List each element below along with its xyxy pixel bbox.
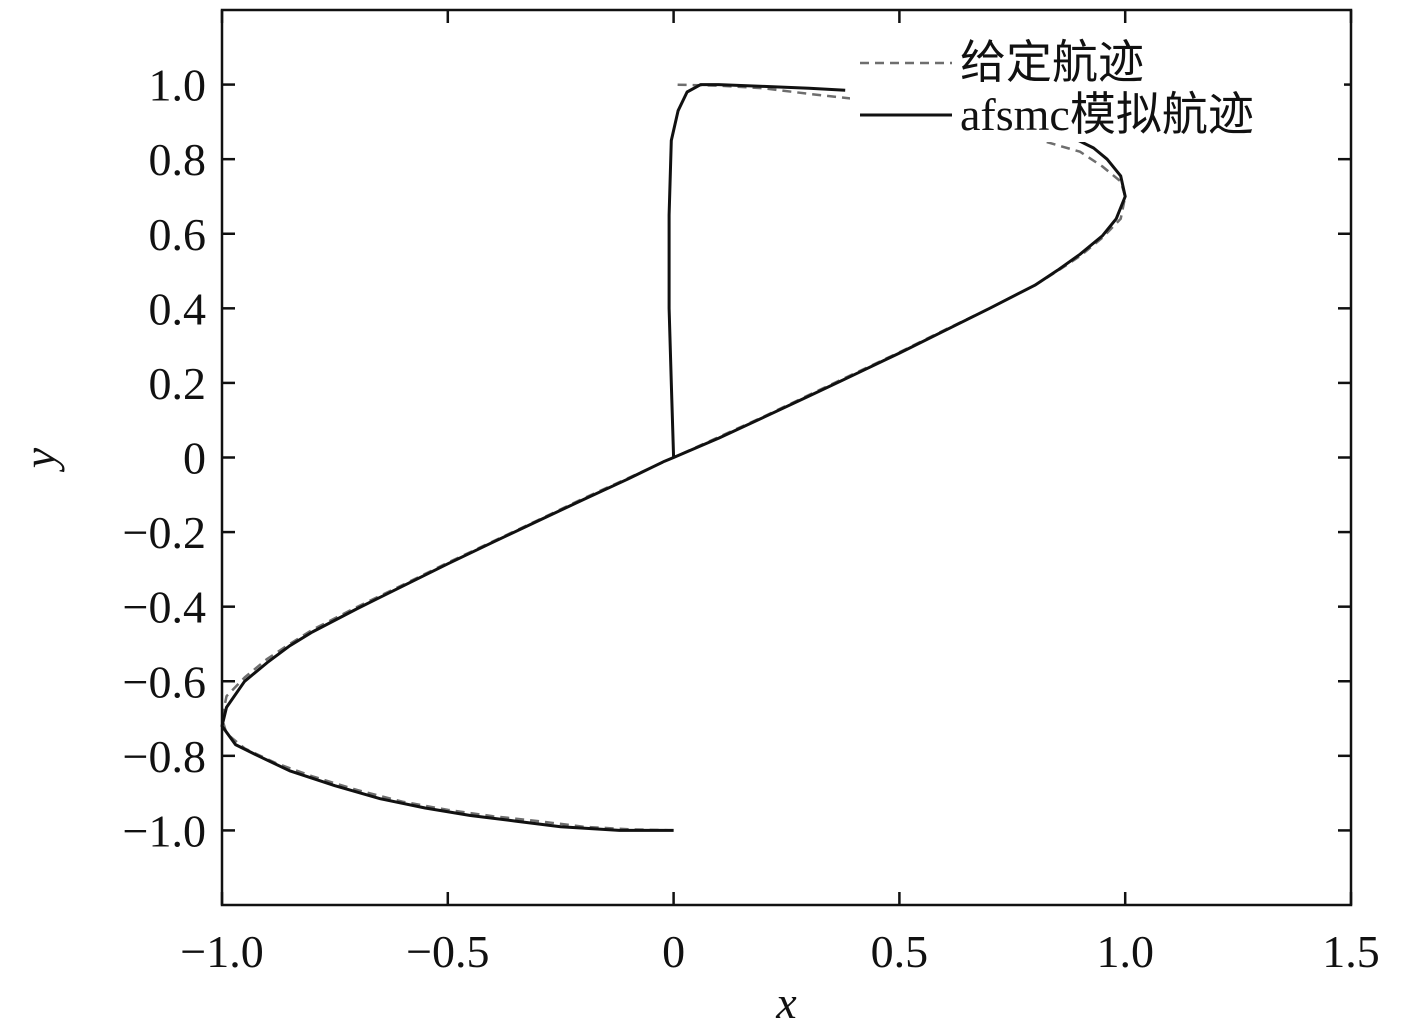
- y-tick-label-2: 0.6: [149, 209, 207, 260]
- y-tick-label-0: 1.0: [149, 60, 207, 111]
- y-tick-label-5: 0: [183, 433, 206, 484]
- y-tick-label-4: 0.2: [149, 358, 207, 409]
- y-tick-label-6: −0.2: [123, 507, 206, 558]
- x-tick-label-1: −0.5: [406, 926, 489, 977]
- x-tick-label-3: 0.5: [871, 926, 929, 977]
- plot-frame: [220, 8, 1353, 907]
- axis-ticks: [220, 10, 1353, 905]
- plot-lines: [220, 83, 1127, 832]
- y-tick-label-1: 0.8: [149, 134, 207, 185]
- axis-tick-labels: −1.0 −0.5 0 0.5 1.0 1.5 1.0 0.8 0.6 0.4 0.2 0 −0.2 −0…: [123, 60, 1380, 977]
- x-axis-title: x: [775, 977, 797, 1028]
- legend-background: [850, 24, 1344, 142]
- y-tick-label-9: −0.8: [123, 731, 206, 782]
- legend-label-reference: 给定航迹: [960, 37, 1144, 88]
- x-tick-label-2: 0: [662, 926, 685, 977]
- y-tick-label-3: 0.4: [149, 283, 207, 334]
- x-tick-label-5: 1.5: [1322, 926, 1380, 977]
- series-line-1: [220, 135, 1127, 832]
- y-tick-label-10: −1.0: [123, 805, 206, 856]
- y-tick-label-8: −0.6: [123, 656, 206, 707]
- legend-label-simulated: afsmc模拟航迹: [960, 89, 1254, 140]
- y-tick-label-7: −0.4: [123, 582, 206, 633]
- x-tick-label-0: −1.0: [180, 926, 263, 977]
- y-axis-title: y: [14, 447, 65, 472]
- x-tick-label-4: 1.0: [1096, 926, 1154, 977]
- series-line-2: [667, 83, 846, 458]
- legend: 给定航迹 afsmc模拟航迹: [850, 24, 1344, 142]
